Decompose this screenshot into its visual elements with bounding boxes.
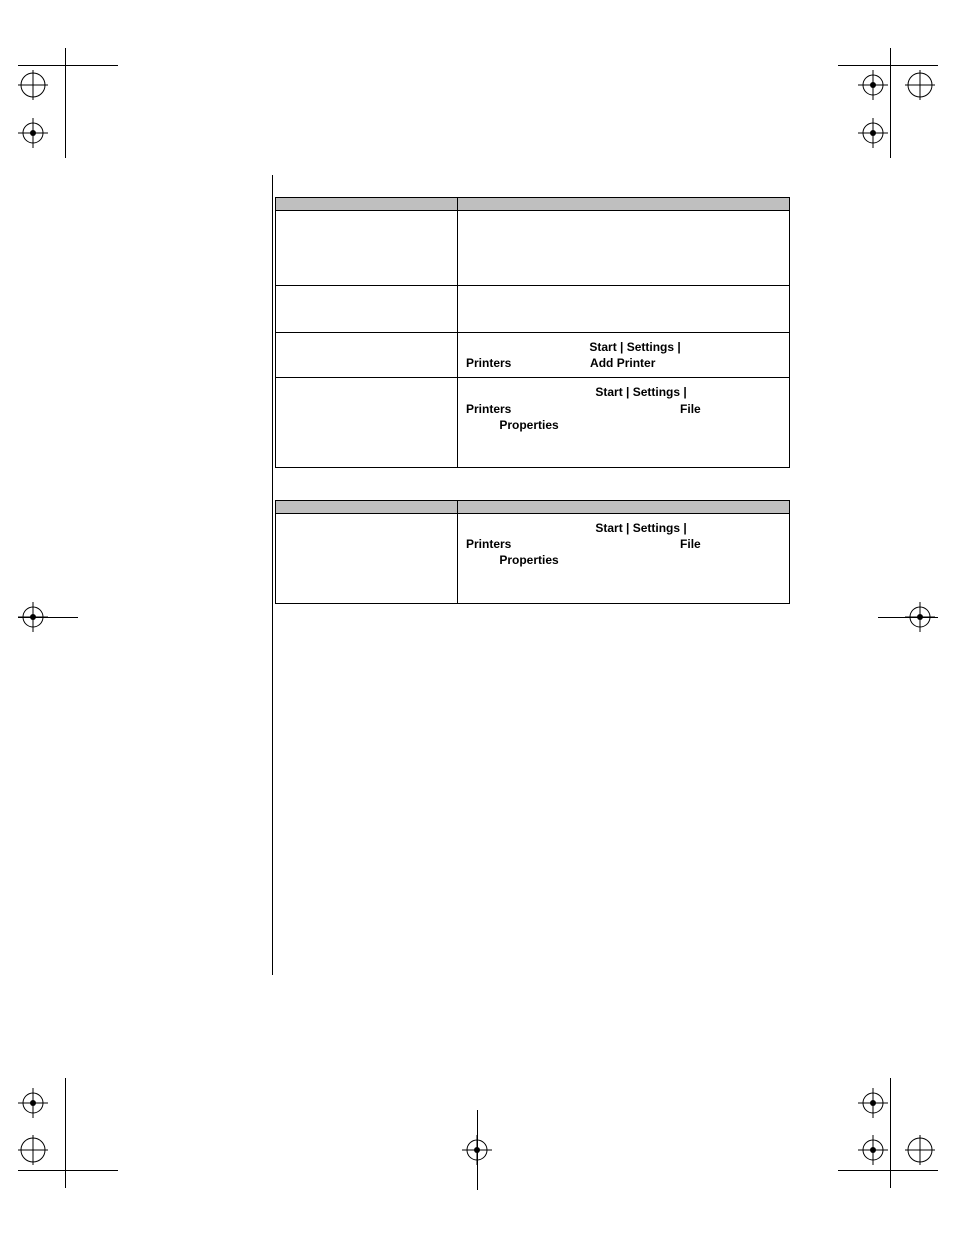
- table-header-row: [276, 198, 790, 211]
- table-cell: [276, 513, 458, 603]
- content-left-rule: [272, 175, 273, 975]
- table-header-cell: [458, 500, 790, 513]
- table-cell: [276, 286, 458, 333]
- crop-line: [878, 617, 938, 618]
- menu-path-text: Add Printer: [590, 356, 655, 370]
- registration-mark-icon: [858, 1135, 888, 1165]
- registration-mark-icon: [858, 70, 888, 100]
- table-2: xxxxxxxxxxxxxxxxxxxxx Start | Settings |…: [275, 500, 790, 604]
- table-row: [276, 211, 790, 286]
- menu-path-text: Printers: [466, 402, 511, 416]
- menu-path-text: File: [680, 537, 701, 551]
- table-cell: xxxxxxxxxxxxxxxxxxxxx Start | Settings |…: [458, 513, 790, 603]
- table-row: [276, 286, 790, 333]
- table-cell: xxxxxxxxxxxxxxxxxxxx Start | Settings | …: [458, 333, 790, 378]
- crop-line: [890, 1078, 891, 1188]
- crop-line: [838, 1170, 938, 1171]
- table-cell: [276, 378, 458, 468]
- page-content: xxxxxxxxxxxxxxxxxxxx Start | Settings | …: [275, 197, 790, 604]
- crop-line: [18, 65, 118, 66]
- registration-mark-icon: [858, 1088, 888, 1118]
- registration-mark-icon: [905, 70, 935, 100]
- menu-path-text: Start | Settings |: [595, 385, 686, 399]
- registration-mark-icon: [18, 1088, 48, 1118]
- table-cell: [276, 211, 458, 286]
- registration-mark-icon: [18, 70, 48, 100]
- menu-path-text: File: [680, 402, 701, 416]
- table-spacer: [275, 468, 790, 500]
- registration-mark-icon: [858, 118, 888, 148]
- table-1: xxxxxxxxxxxxxxxxxxxx Start | Settings | …: [275, 197, 790, 468]
- table-row: xxxxxxxxxxxxxxxxxxxxx Start | Settings |…: [276, 378, 790, 468]
- menu-path-text: Start | Settings |: [589, 340, 680, 354]
- table-row: xxxxxxxxxxxxxxxxxxxx Start | Settings | …: [276, 333, 790, 378]
- registration-mark-icon: [18, 1135, 48, 1165]
- crop-line: [477, 1110, 478, 1190]
- menu-path-text: Printers: [466, 356, 511, 370]
- menu-path-text: Start | Settings |: [595, 521, 686, 535]
- menu-path-text: Properties: [499, 553, 558, 567]
- table-cell: [276, 333, 458, 378]
- crop-line: [838, 65, 938, 66]
- crop-line: [65, 1078, 66, 1188]
- table-row: xxxxxxxxxxxxxxxxxxxxx Start | Settings |…: [276, 513, 790, 603]
- table-header-row: [276, 500, 790, 513]
- table-cell: xxxxxxxxxxxxxxxxxxxxx Start | Settings |…: [458, 378, 790, 468]
- table-header-cell: [276, 500, 458, 513]
- menu-path-text: Properties: [499, 418, 558, 432]
- table-header-cell: [276, 198, 458, 211]
- registration-mark-icon: [905, 1135, 935, 1165]
- table-cell: [458, 286, 790, 333]
- crop-line: [18, 617, 78, 618]
- crop-line: [18, 1170, 118, 1171]
- table-cell: [458, 211, 790, 286]
- table-header-cell: [458, 198, 790, 211]
- document-page: xxxxxxxxxxxxxxxxxxxx Start | Settings | …: [0, 0, 954, 1235]
- menu-path-text: Printers: [466, 537, 511, 551]
- registration-mark-icon: [18, 118, 48, 148]
